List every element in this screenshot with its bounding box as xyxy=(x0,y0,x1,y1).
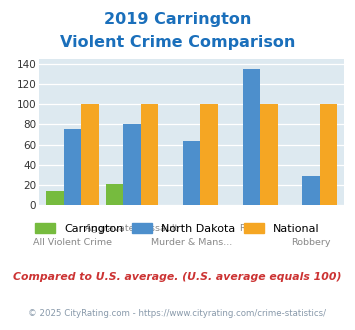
Bar xyxy=(201,105,218,205)
Text: All Violent Crime: All Violent Crime xyxy=(33,238,112,247)
Bar xyxy=(106,183,123,205)
Text: Rape: Rape xyxy=(239,224,263,233)
Text: Compared to U.S. average. (U.S. average equals 100): Compared to U.S. average. (U.S. average … xyxy=(13,272,342,282)
Bar xyxy=(81,105,99,205)
Text: Robbery: Robbery xyxy=(291,238,331,247)
Bar xyxy=(46,191,64,205)
Text: 2019 Carrington: 2019 Carrington xyxy=(104,12,251,26)
Bar xyxy=(141,105,158,205)
Text: Aggravated Assault: Aggravated Assault xyxy=(86,224,179,233)
Bar xyxy=(320,105,337,205)
Bar xyxy=(183,141,201,205)
Bar xyxy=(302,176,320,205)
Bar xyxy=(260,105,278,205)
Bar xyxy=(242,69,260,205)
Bar xyxy=(64,129,81,205)
Text: Murder & Mans...: Murder & Mans... xyxy=(151,238,232,247)
Bar xyxy=(123,124,141,205)
Text: © 2025 CityRating.com - https://www.cityrating.com/crime-statistics/: © 2025 CityRating.com - https://www.city… xyxy=(28,309,327,317)
Text: Violent Crime Comparison: Violent Crime Comparison xyxy=(60,35,295,50)
Legend: Carrington, North Dakota, National: Carrington, North Dakota, National xyxy=(31,218,324,238)
